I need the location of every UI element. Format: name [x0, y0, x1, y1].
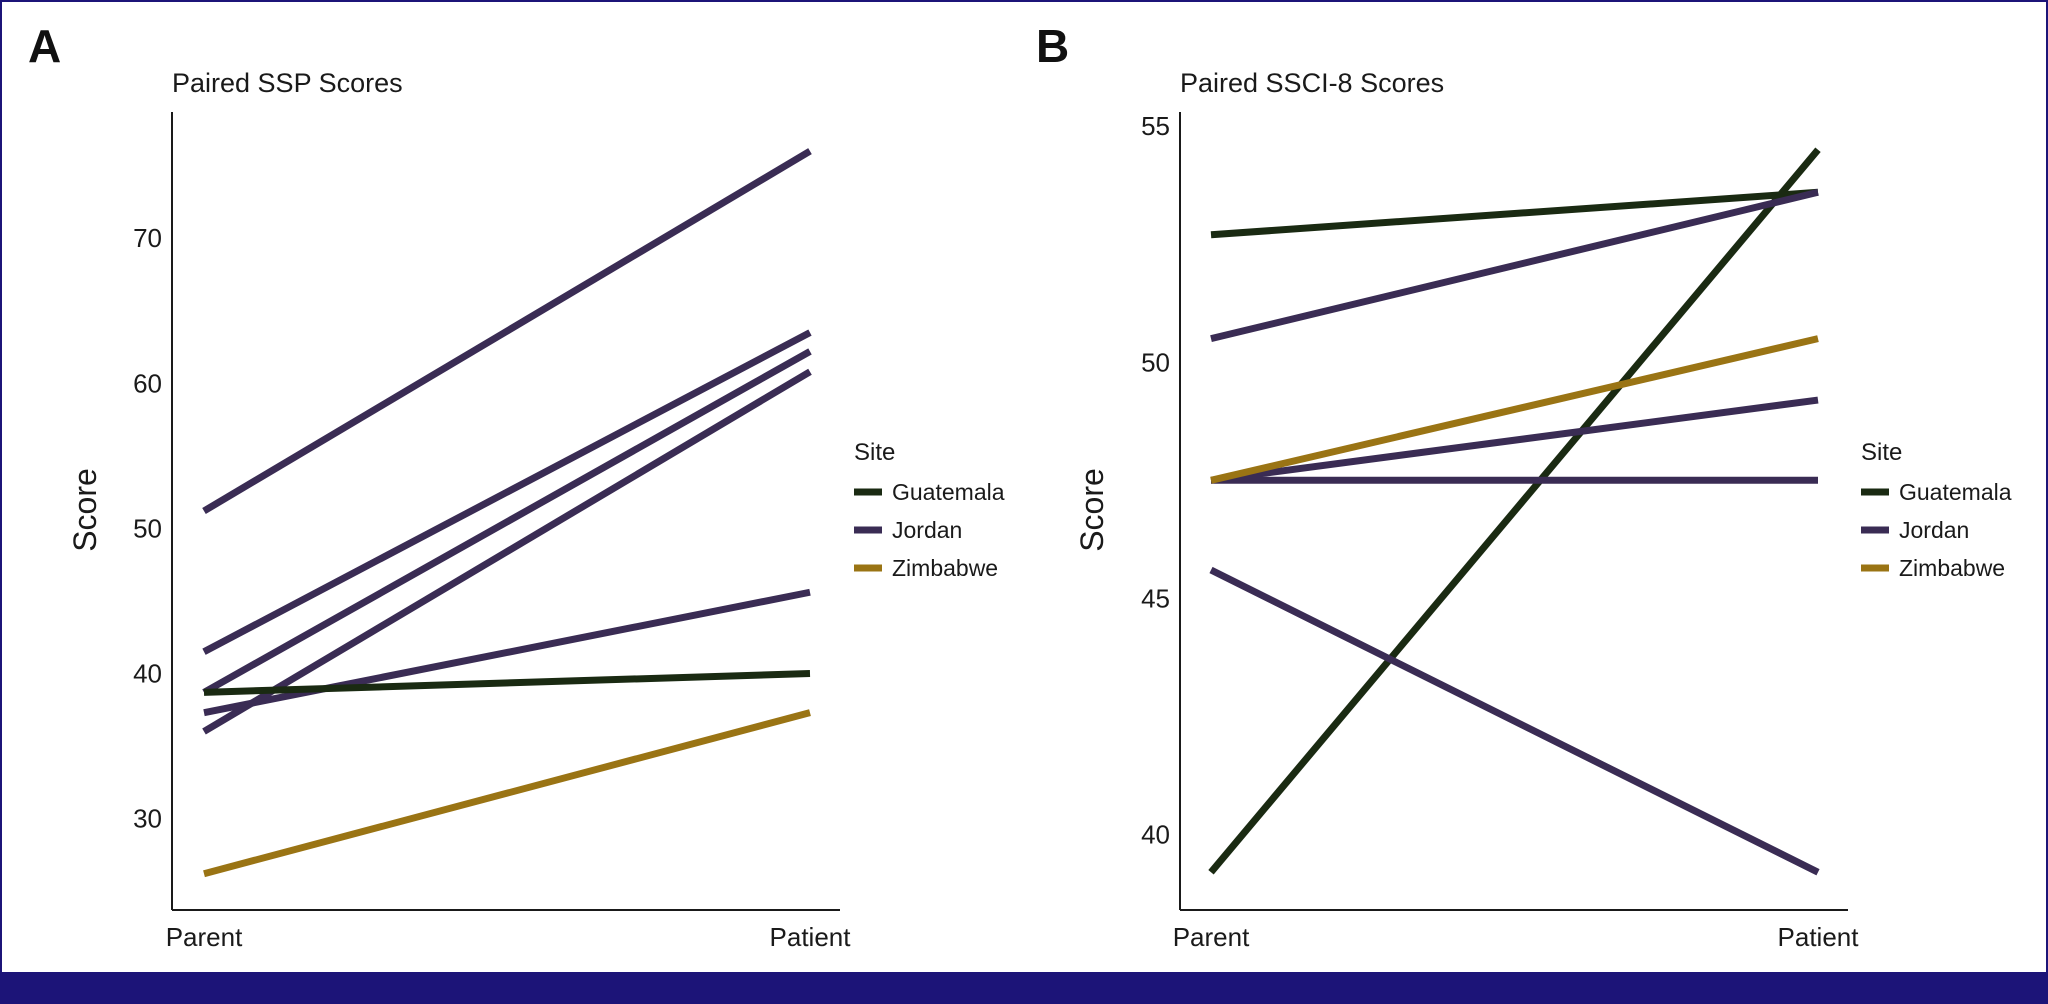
- panel-a-x-tick-parent: Parent: [166, 922, 243, 952]
- panel-a-series-line-jordan-2: [202, 329, 812, 655]
- panel-b-legend-title: Site: [1861, 439, 1902, 466]
- panel-b-y-tick-55: 55: [1141, 111, 1170, 141]
- panel-a-series-line-jordan-4: [202, 368, 812, 735]
- panel-a-legend-entries: Guatemala Jordan Zimbabwe: [854, 479, 1005, 581]
- panel-b-legend-label-zimbabwe: Zimbabwe: [1899, 555, 2005, 581]
- panel-b-series-line-zimbabwe-7: [1210, 335, 1819, 484]
- panel-a-y-tick-40: 40: [133, 659, 162, 689]
- panel-b-y-ticks: 40 45 50 55: [1141, 111, 1170, 849]
- panel-a-series-line-jordan-3: [202, 348, 812, 696]
- panel-b-letter: B: [1036, 20, 1069, 72]
- panel-b-y-tick-50: 50: [1141, 347, 1170, 377]
- panel-a-series-line-jordan-1: [202, 148, 812, 515]
- panel-b-series-line-jordan-3: [1210, 188, 1819, 343]
- panel-a-series: [202, 148, 812, 878]
- panel-b-y-tick-40: 40: [1141, 819, 1170, 849]
- panel-a-series-line-guatemala-6: [203, 670, 811, 696]
- panel-a-y-axis-title: Score: [67, 468, 103, 552]
- panel-a-title: Paired SSP Scores: [172, 68, 403, 98]
- panel-a-legend: Site Guatemala Jordan Zimbabwe: [854, 439, 1005, 581]
- panel-a-letter: A: [28, 20, 61, 72]
- panel-b-series-line-jordan-6: [1209, 566, 1820, 876]
- panel-a-series-line-zimbabwe-7: [203, 709, 811, 878]
- panel-b-legend-entries: Guatemala Jordan Zimbabwe: [1861, 479, 2012, 581]
- panel-a-y-tick-50: 50: [133, 513, 162, 543]
- panel-b: B Paired SSCI-8 Scores Score Parent Pati…: [1036, 20, 2012, 952]
- panel-b-legend-label-guatemala: Guatemala: [1899, 479, 2012, 505]
- panel-a-x-tick-patient: Patient: [770, 922, 852, 952]
- panel-b-x-tick-parent: Parent: [1173, 922, 1250, 952]
- panel-b-legend-label-jordan: Jordan: [1899, 517, 1969, 543]
- panel-b-series-line-jordan-4: [1210, 396, 1819, 484]
- panel-a-legend-label-zimbabwe: Zimbabwe: [892, 555, 998, 581]
- panel-b-series-line-guatemala-2: [1208, 147, 1821, 875]
- panel-b-series: [1208, 147, 1821, 876]
- footer-bar: [0, 972, 2048, 1004]
- panel-a-legend-label-guatemala: Guatemala: [892, 479, 1005, 505]
- panel-a-legend-title: Site: [854, 439, 895, 466]
- panel-a-y-ticks: 30 40 50 60 70: [133, 223, 162, 833]
- panel-b-series-line-guatemala-1: [1210, 188, 1819, 239]
- panel-b-y-tick-45: 45: [1141, 583, 1170, 613]
- panel-b-y-axis-title: Score: [1074, 468, 1110, 552]
- panel-b-legend: Site Guatemala Jordan Zimbabwe: [1861, 439, 2012, 581]
- panel-a-y-tick-70: 70: [133, 223, 162, 253]
- panel-b-x-tick-patient: Patient: [1778, 922, 1860, 952]
- panel-a-legend-label-jordan: Jordan: [892, 517, 962, 543]
- panel-b-title: Paired SSCI-8 Scores: [1180, 68, 1444, 98]
- panel-a-y-tick-60: 60: [133, 368, 162, 398]
- panel-a-series-line-jordan-5: [203, 588, 811, 717]
- panel-a-y-tick-30: 30: [133, 804, 162, 834]
- panel-a: A Paired SSP Scores Score Parent Patient…: [28, 20, 1005, 952]
